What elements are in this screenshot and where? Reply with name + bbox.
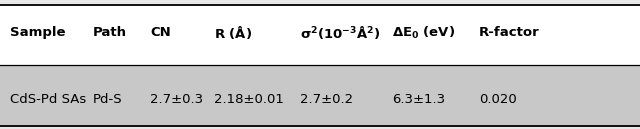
Text: R ($\mathbf{\AA}$): R ($\mathbf{\AA}$)	[214, 24, 253, 41]
Text: 2.7±0.3: 2.7±0.3	[150, 93, 204, 106]
Text: 6.3±1.3: 6.3±1.3	[392, 93, 445, 106]
Text: Sample: Sample	[10, 26, 65, 39]
Text: CdS-Pd SAs: CdS-Pd SAs	[10, 93, 86, 106]
Text: 2.18±0.01: 2.18±0.01	[214, 93, 284, 106]
Text: Pd-S: Pd-S	[93, 93, 122, 106]
Text: 2.7±0.2: 2.7±0.2	[300, 93, 353, 106]
Text: $\mathbf{\Delta}$$\mathbf{E_0}$ (eV): $\mathbf{\Delta}$$\mathbf{E_0}$ (eV)	[392, 25, 456, 41]
Bar	[0, 64, 640, 126]
Text: CN: CN	[150, 26, 171, 39]
Text: Path: Path	[93, 26, 127, 39]
Bar	[0, 5, 640, 64]
Text: 0.020: 0.020	[479, 93, 516, 106]
Text: $\mathbf{\sigma^2(10^{-3}\AA^2)}$: $\mathbf{\sigma^2(10^{-3}\AA^2)}$	[300, 24, 380, 41]
Text: R-factor: R-factor	[479, 26, 540, 39]
